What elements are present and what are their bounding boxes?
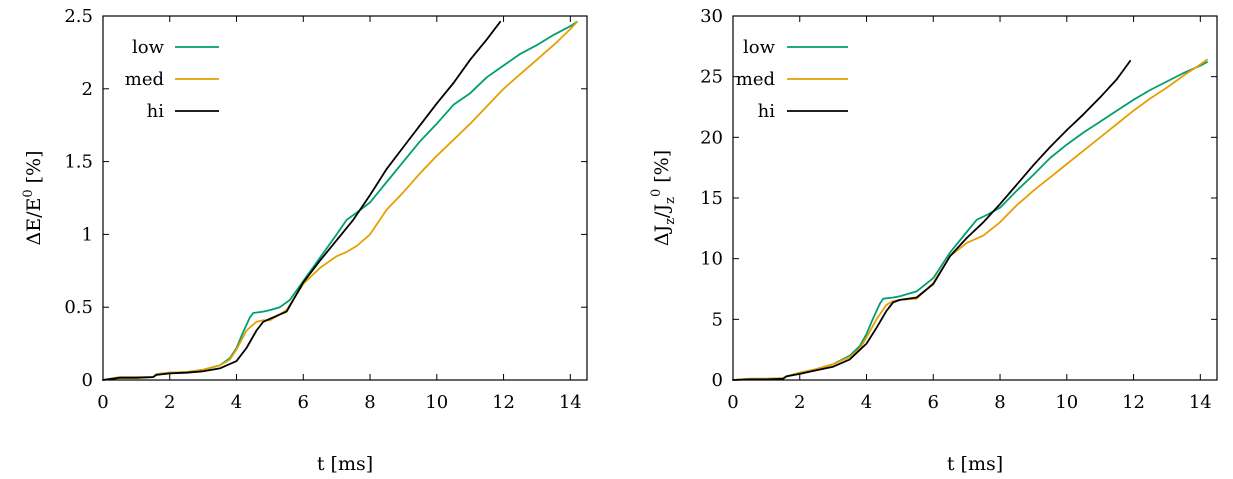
plot-frame: [102, 15, 588, 381]
x-tick-label: 12: [1122, 392, 1145, 413]
legend: low med hi: [125, 37, 219, 122]
y-axis-label-unit: [%]: [651, 150, 673, 189]
x-tick-label: 8: [364, 392, 375, 413]
x-tick-label: 12: [492, 392, 515, 413]
x-tick-label: 10: [425, 392, 448, 413]
y-axis-label: ΔE/E0 [%]: [21, 150, 45, 245]
x-axis-label: t [ms]: [317, 453, 373, 475]
series-group: [732, 58, 1208, 381]
y-tick-label: 1.5: [64, 152, 93, 173]
series-line-low: [102, 20, 578, 381]
y-axis-label-delta: Δ: [23, 232, 45, 246]
x-axis-label: t [ms]: [947, 453, 1003, 475]
legend-label-hi: hi: [758, 101, 776, 122]
x-tick-label: 2: [164, 392, 175, 413]
legend-label-low: low: [743, 37, 776, 58]
ticks-group: 0 2 4 6 8 10 12 14 0 5 10 15 20 25 30: [700, 6, 1217, 413]
y-tick-label: 30: [700, 6, 723, 27]
y-tick-label: 20: [700, 127, 723, 148]
legend-label-low: low: [132, 37, 165, 58]
y-axis-label-delta: Δ: [651, 232, 673, 246]
x-tick-label: 10: [1055, 392, 1078, 413]
y-tick-label: 5: [712, 309, 723, 330]
y-axis-label-sub-z: z: [663, 218, 678, 225]
y-tick-label: 0.5: [64, 297, 93, 318]
legend-label-med: med: [125, 69, 164, 90]
x-tick-label: 8: [994, 392, 1005, 413]
y-tick-label: 15: [700, 188, 723, 209]
energy-chart: 0 2 4 6 8 10 12 14 0 0.5 1 1.5 2 2.5 low med hi t [ms…: [21, 6, 588, 475]
y-tick-label: 0: [82, 370, 93, 391]
series-line-hi: [732, 60, 1132, 381]
y-axis-label-slash-j: /J: [651, 204, 673, 218]
x-tick-label: 4: [861, 392, 872, 413]
plot-frame: [732, 15, 1218, 381]
x-tick-label: 0: [727, 392, 738, 413]
y-axis-label-sup: 0: [21, 189, 36, 197]
y-tick-label: 2.5: [64, 6, 93, 27]
y-axis-label-var: E/E: [23, 198, 45, 232]
series-line-hi: [102, 20, 502, 381]
legend: low med hi: [736, 37, 848, 122]
angular-momentum-chart: 0 2 4 6 8 10 12 14 0 5 10 15 20 25 30 low med hi t [ms…: [649, 6, 1218, 475]
legend-label-hi: hi: [147, 101, 165, 122]
y-axis-label-sup: 0: [649, 189, 664, 197]
series-line-med: [732, 58, 1208, 381]
x-tick-label: 14: [1189, 392, 1212, 413]
series-group: [102, 20, 578, 381]
y-tick-label: 10: [700, 249, 723, 270]
x-tick-label: 6: [928, 392, 939, 413]
x-tick-label: 14: [559, 392, 582, 413]
y-axis-label-unit: [%]: [23, 150, 45, 189]
x-tick-label: 0: [97, 392, 108, 413]
y-axis-label-sub-z: z: [663, 197, 678, 204]
y-tick-label: 1: [82, 224, 93, 245]
y-axis-label: ΔJz/Jz0 [%]: [649, 150, 678, 246]
ticks-group: 0 2 4 6 8 10 12 14 0 0.5 1 1.5 2 2.5: [64, 6, 587, 413]
x-tick-label: 2: [794, 392, 805, 413]
y-tick-label: 2: [82, 79, 93, 100]
x-tick-label: 4: [231, 392, 242, 413]
legend-label-med: med: [736, 69, 775, 90]
y-axis-label-j: J: [651, 225, 673, 235]
series-line-med: [102, 20, 578, 381]
y-tick-label: 25: [700, 67, 723, 88]
y-tick-label: 0: [712, 370, 723, 391]
x-tick-label: 6: [298, 392, 309, 413]
